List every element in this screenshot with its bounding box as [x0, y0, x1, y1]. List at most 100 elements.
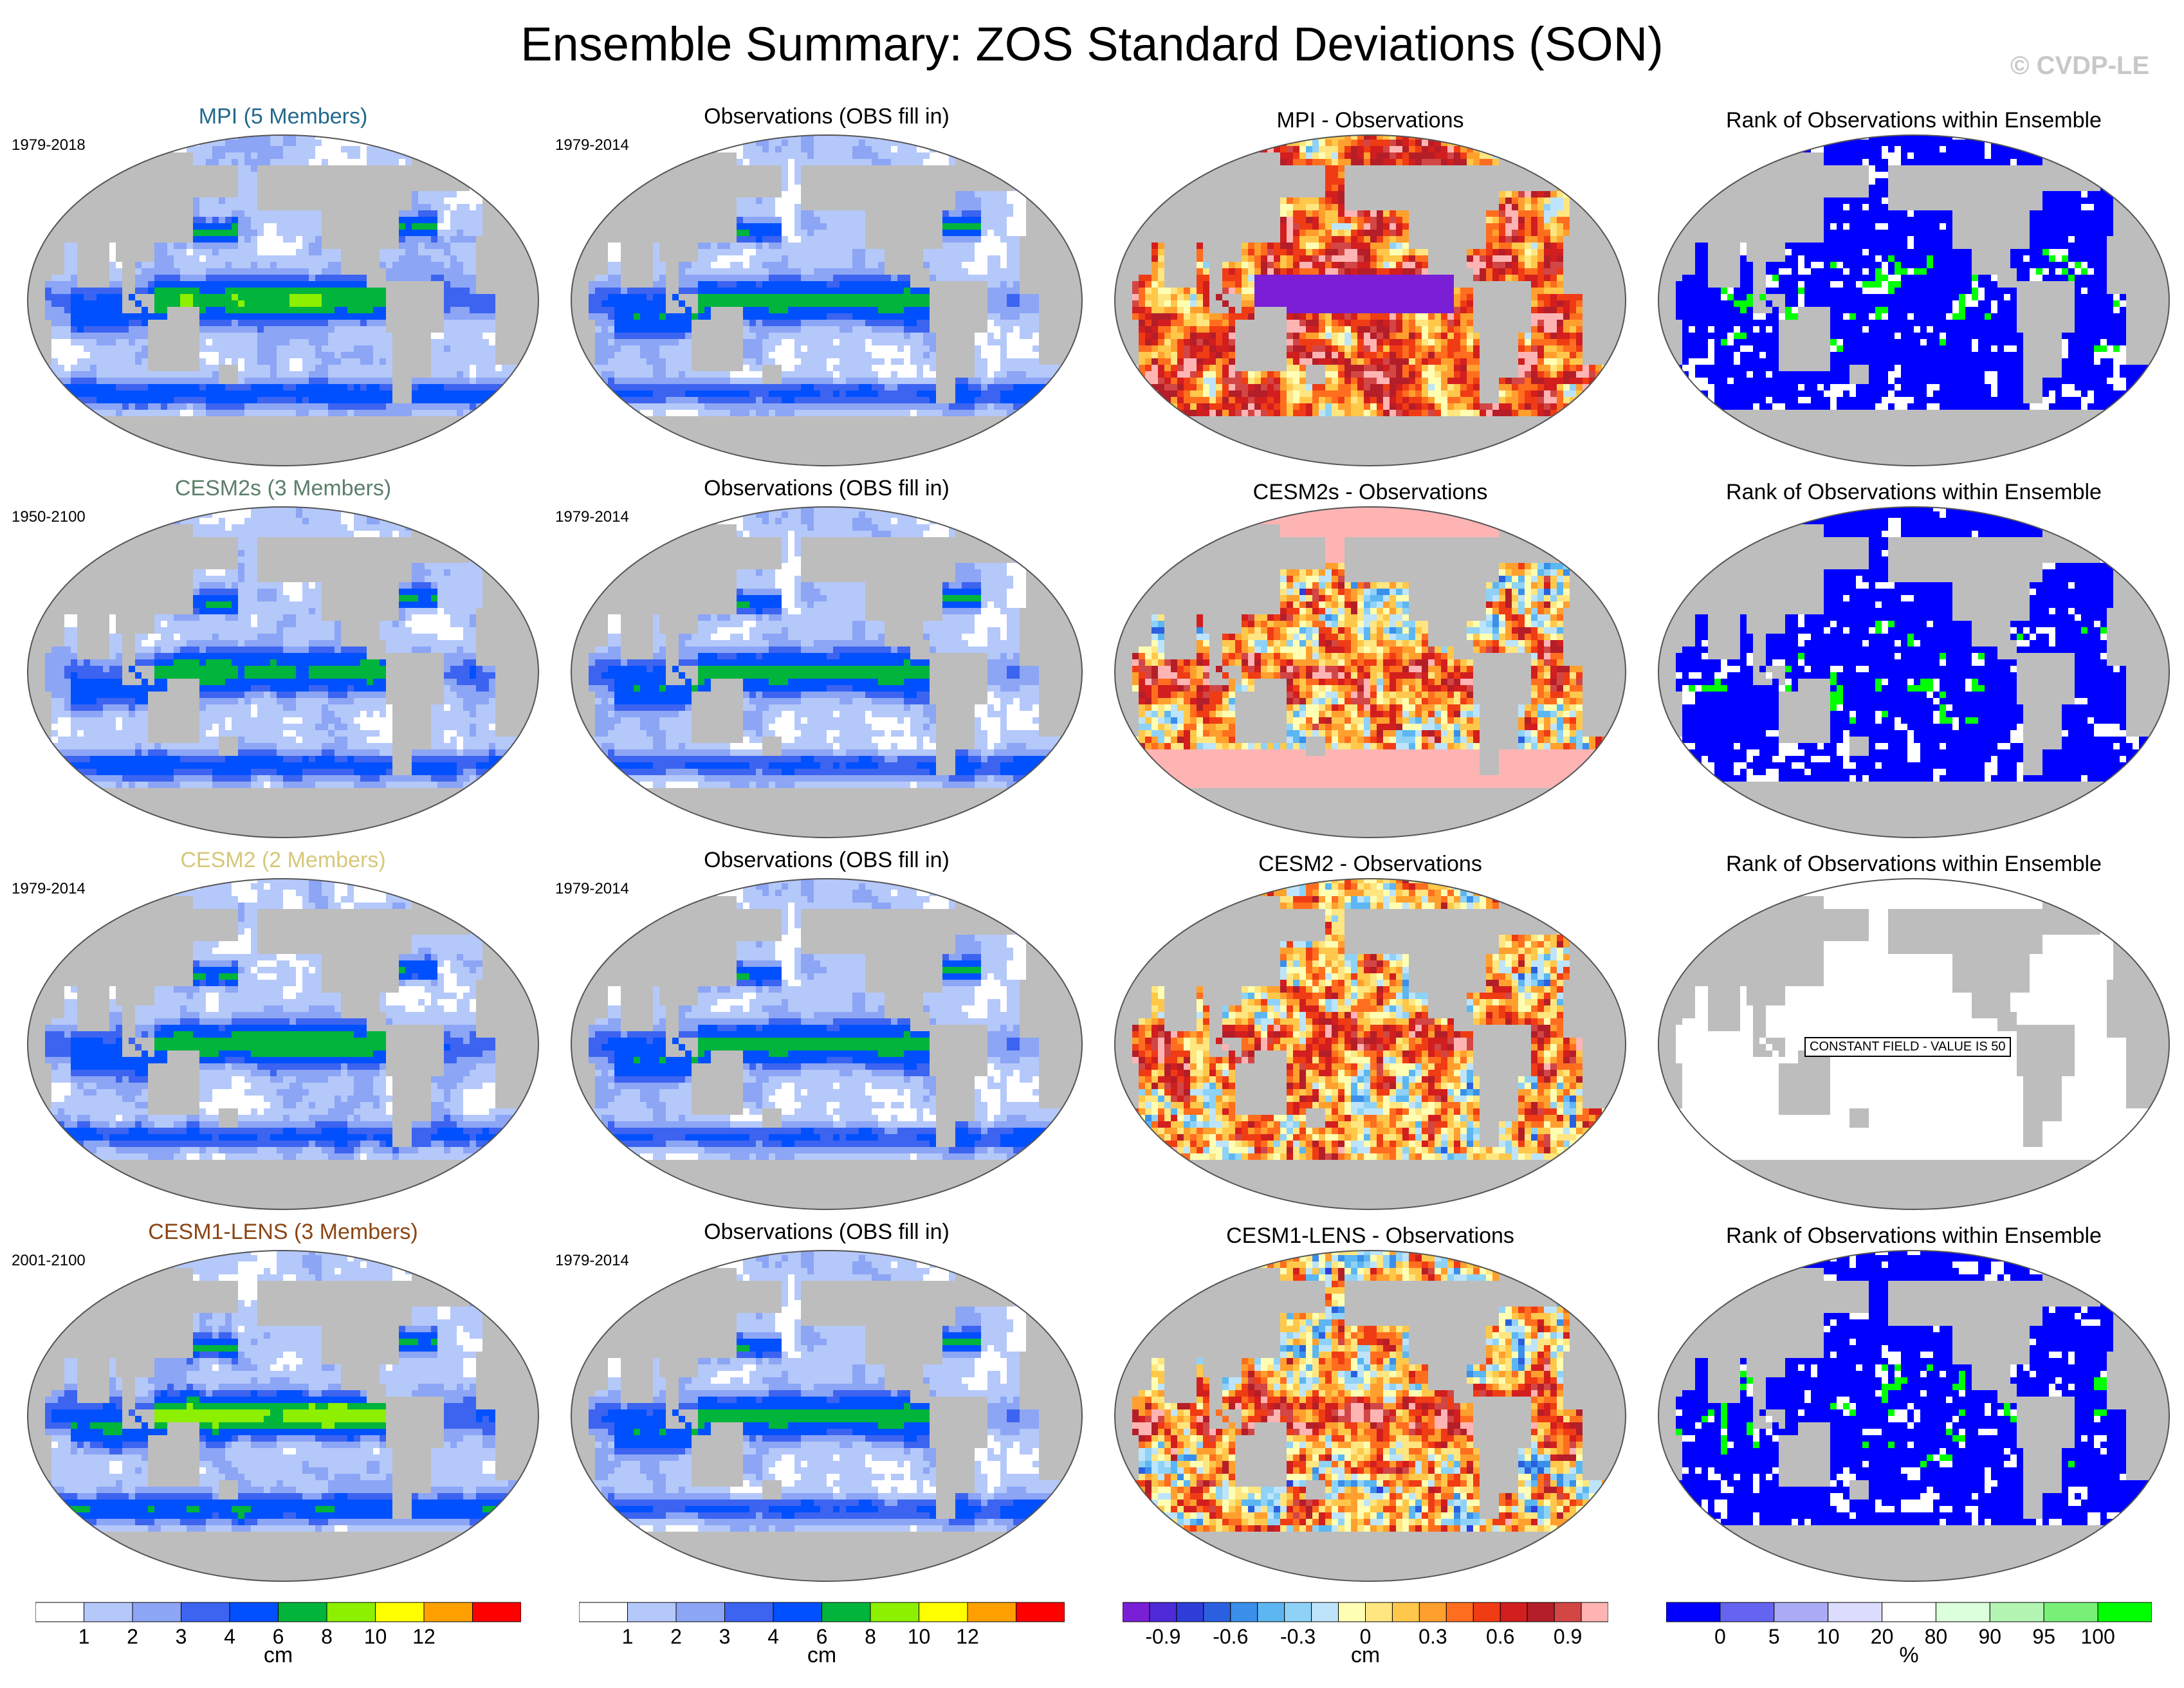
colorbar-tick-label: 5 [1768, 1625, 1780, 1649]
colorbar-swatch [1258, 1602, 1285, 1622]
diff-panel-title: CESM1-LENS - Observations [1113, 1224, 1628, 1249]
colorbar-tick-label: 8 [865, 1625, 876, 1649]
colorbar-swatch [1990, 1602, 2044, 1622]
obs-map [569, 505, 1084, 839]
obs-panel: Observations (OBS fill in) 1979-2014 [569, 1220, 1084, 1592]
diff-panel: CESM1-LENS - Observations [1113, 1220, 1628, 1592]
colorbar-tick-label: 0.3 [1418, 1625, 1447, 1649]
diff-map [1113, 1249, 1628, 1583]
colorbar-swatch [1473, 1602, 1500, 1622]
colorbar-swatch [1312, 1602, 1339, 1622]
colorbar-swatch [1339, 1602, 1366, 1622]
colorbar-tick-label: 0.6 [1486, 1625, 1514, 1649]
colorbar-tick-label: 1 [622, 1625, 634, 1649]
rank-map [1656, 505, 2171, 839]
colorbar-swatch [1204, 1602, 1231, 1622]
diff-panel: MPI - Observations [1113, 104, 1628, 476]
colorbar-swatch [2098, 1602, 2152, 1622]
obs-panel-title: Observations (OBS fill in) [569, 104, 1084, 129]
colorbar-swatch [1177, 1602, 1204, 1622]
watermark: © CVDP-LE [2010, 51, 2149, 80]
model-map [26, 505, 540, 839]
colorbar-tick-label: 100 [2080, 1625, 2115, 1649]
rank-panel-title: Rank of Observations within Ensemble [1656, 852, 2171, 877]
colorbar-swatch [1581, 1602, 1608, 1622]
colorbar-tick-label: 10 [1817, 1625, 1840, 1649]
obs-panel-title: Observations (OBS fill in) [569, 476, 1084, 501]
colorbar-tick-label: 0.9 [1554, 1625, 1582, 1649]
colorbar-swatch [870, 1602, 919, 1622]
colorbar-unit: cm [807, 1643, 836, 1668]
colorbar-swatch [1527, 1602, 1554, 1622]
colorbar-swatch [35, 1602, 84, 1622]
obs-panel: Observations (OBS fill in) 1979-2014 [569, 104, 1084, 476]
colorbar-tick-label: 1 [78, 1625, 90, 1649]
model-map [26, 877, 540, 1211]
model-panel: CESM2s (3 Members) 1950-2100 [26, 476, 540, 848]
colorbar-swatch [424, 1602, 473, 1622]
colorbar-tick-label: 12 [412, 1625, 436, 1649]
colorbar-swatch [1231, 1602, 1258, 1622]
colorbar-swatch [676, 1602, 725, 1622]
colorbar-swatch [279, 1602, 327, 1622]
colorbar-swatch [1419, 1602, 1446, 1622]
colorbar-tick-label: 90 [1979, 1625, 2002, 1649]
colorbar-swatch [968, 1602, 1016, 1622]
colorbar-difference: -0.9 -0.6 -0.3 0 0.3 0.6 0.9 cm [1123, 1602, 1608, 1660]
rank-panel: Rank of Observations within Ensemble [1656, 476, 2171, 848]
colorbar-swatch [473, 1602, 522, 1622]
colorbar-tick-label: -0.9 [1145, 1625, 1180, 1649]
colorbar-swatch [1150, 1602, 1177, 1622]
colorbar-swatch [1016, 1602, 1065, 1622]
model-panel: MPI (5 Members) 1979-2018 [26, 104, 540, 476]
colorbar-swatches [35, 1602, 521, 1622]
rank-panel-title: Rank of Observations within Ensemble [1656, 108, 2171, 133]
colorbar-obs-sd: 1 2 3 4 6 8 10 12 cm [579, 1602, 1065, 1660]
colorbar-swatch [1828, 1602, 1882, 1622]
model-map [26, 133, 540, 468]
colorbar-tick-label: 80 [1925, 1625, 1948, 1649]
rank-panel-title: Rank of Observations within Ensemble [1656, 1224, 2171, 1249]
colorbar-swatch [628, 1602, 677, 1622]
obs-panel-title: Observations (OBS fill in) [569, 848, 1084, 873]
colorbar-swatch [822, 1602, 871, 1622]
rank-map [1656, 1249, 2171, 1583]
colorbar-swatch [1936, 1602, 1990, 1622]
colorbar-tick-label: 95 [2032, 1625, 2055, 1649]
colorbar-swatch [84, 1602, 133, 1622]
colorbar-swatch [773, 1602, 822, 1622]
colorbar-tick-label: 4 [767, 1625, 779, 1649]
colorbar-tick-label: 12 [956, 1625, 979, 1649]
diff-map [1113, 133, 1628, 468]
colorbar-swatches [579, 1602, 1065, 1622]
diff-map [1113, 505, 1628, 839]
rank-map [1656, 133, 2171, 468]
model-panel: CESM2 (2 Members) 1979-2014 [26, 848, 540, 1220]
obs-panel: Observations (OBS fill in) 1979-2014 [569, 848, 1084, 1220]
colorbar-tick-label: 10 [908, 1625, 931, 1649]
colorbar-swatch [725, 1602, 774, 1622]
obs-panel-title: Observations (OBS fill in) [569, 1220, 1084, 1245]
colorbar-swatches [1666, 1602, 2152, 1622]
colorbar-tick-label: 3 [176, 1625, 187, 1649]
colorbar-tick-label: 4 [224, 1625, 235, 1649]
obs-map [569, 1249, 1084, 1583]
diff-panel: CESM2 - Observations [1113, 848, 1628, 1220]
constant-field-label: CONSTANT FIELD - VALUE IS 50 [1804, 1037, 2011, 1057]
colorbar-unit: cm [1351, 1643, 1380, 1668]
colorbar-tick-label: -0.3 [1280, 1625, 1316, 1649]
colorbar-swatches [1123, 1602, 1608, 1622]
colorbar-swatch [133, 1602, 181, 1622]
colorbar-unit: cm [264, 1643, 293, 1668]
colorbar-tick-label: 0 [1714, 1625, 1726, 1649]
diff-panel-title: CESM2s - Observations [1113, 480, 1628, 505]
colorbar-swatch [1882, 1602, 1936, 1622]
rank-panel-title: Rank of Observations within Ensemble [1656, 480, 2171, 505]
colorbar-tick-label: 2 [127, 1625, 138, 1649]
diff-panel-title: CESM2 - Observations [1113, 852, 1628, 877]
diff-panel-title: MPI - Observations [1113, 108, 1628, 133]
colorbar-swatch [1554, 1602, 1581, 1622]
colorbar-swatch [1500, 1602, 1527, 1622]
colorbar-tick-label: 10 [364, 1625, 387, 1649]
figure-title: Ensemble Summary: ZOS Standard Deviation… [0, 17, 2184, 71]
